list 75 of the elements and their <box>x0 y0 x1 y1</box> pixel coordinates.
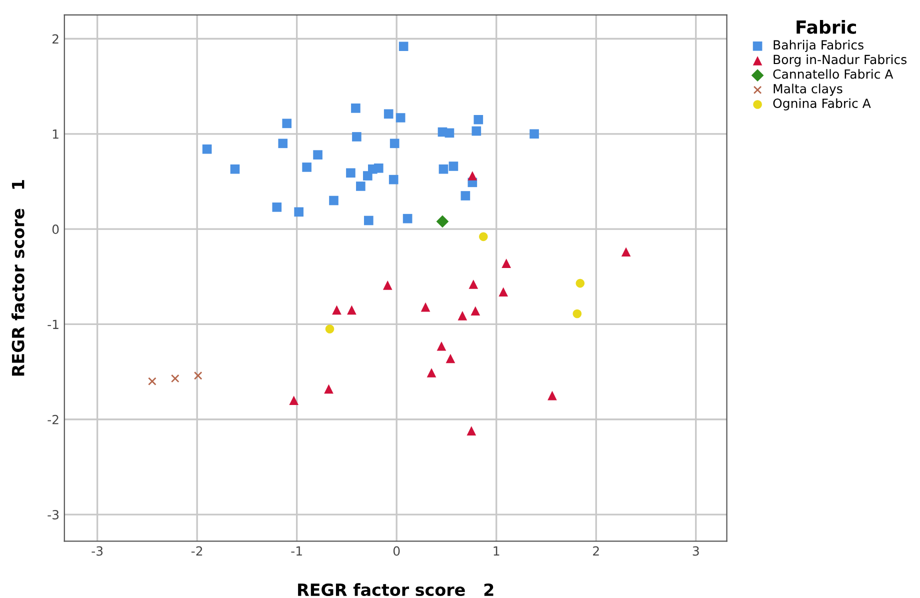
legend-label: Ognina Fabric A <box>773 98 871 110</box>
point <box>356 182 366 191</box>
point <box>278 138 288 148</box>
point <box>374 164 384 173</box>
point <box>325 324 334 334</box>
point <box>474 114 484 124</box>
x-tick-label: -1 <box>291 546 302 556</box>
point <box>502 258 511 268</box>
point <box>466 426 476 436</box>
point <box>347 305 356 315</box>
point <box>572 309 582 318</box>
legend-label: Cannatello Fabric A <box>773 69 894 79</box>
point <box>329 196 338 206</box>
point <box>346 168 356 178</box>
point <box>446 354 456 364</box>
point <box>436 341 446 351</box>
x-tick-label: -3 <box>92 546 103 556</box>
point <box>148 377 156 386</box>
point <box>438 164 448 174</box>
legend-title: Fabric <box>796 20 856 34</box>
point <box>390 138 400 148</box>
point <box>548 390 557 400</box>
point <box>470 306 480 316</box>
legend-label: Bahrija Fabrics <box>774 40 864 52</box>
point <box>313 150 322 160</box>
point <box>530 129 539 139</box>
point <box>388 174 398 184</box>
point <box>202 144 212 154</box>
point <box>436 215 449 228</box>
y-tick-label: -1 <box>48 320 58 329</box>
point <box>478 232 488 242</box>
point <box>351 104 360 113</box>
point <box>230 164 240 174</box>
point <box>396 113 406 122</box>
point <box>472 126 482 136</box>
point <box>302 162 312 172</box>
x-tick-label: 2 <box>593 546 599 556</box>
point <box>402 214 412 224</box>
point <box>272 202 282 212</box>
point <box>426 368 436 378</box>
point <box>448 162 458 171</box>
point <box>289 396 299 406</box>
point <box>294 207 304 217</box>
point <box>382 280 392 290</box>
legend-label: Malta clays <box>774 84 842 96</box>
point <box>460 191 470 200</box>
y-tick-label: 1 <box>52 130 58 139</box>
y-tick-label: -2 <box>48 414 58 424</box>
point <box>170 374 180 383</box>
y-axis-title: REGR factor score 1 <box>12 180 24 376</box>
point <box>444 128 454 138</box>
point <box>282 118 292 128</box>
x-tick-label: 1 <box>494 546 500 556</box>
point <box>324 384 334 394</box>
point <box>420 302 430 312</box>
x-tick-label: -2 <box>191 546 202 556</box>
legend-label: Borg in-Nadur Fabrics <box>774 54 907 67</box>
point <box>498 287 508 297</box>
point <box>384 109 394 119</box>
point <box>194 371 202 380</box>
y-tick-label: 2 <box>52 34 58 44</box>
point <box>576 278 585 288</box>
x-tick-label: 0 <box>393 546 400 556</box>
point <box>332 305 342 315</box>
point <box>364 216 374 226</box>
point <box>352 132 362 142</box>
x-axis-title: REGR factor score 2 <box>298 583 494 596</box>
y-tick-label: -3 <box>48 510 59 520</box>
point <box>468 171 478 180</box>
point <box>621 247 631 257</box>
x-tick-label: 3 <box>692 546 699 556</box>
point <box>468 280 478 289</box>
point <box>398 42 408 52</box>
point <box>458 311 468 320</box>
y-tick-label: 0 <box>52 224 59 234</box>
